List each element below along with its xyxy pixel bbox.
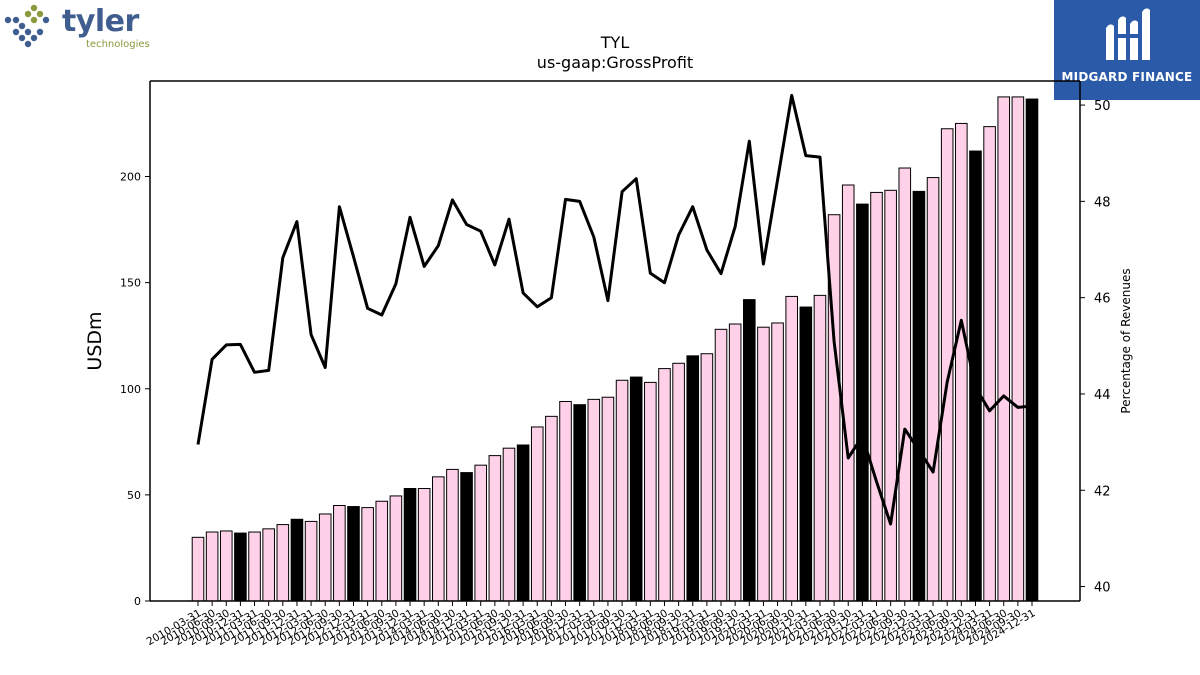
y-tick-label: 150: [120, 277, 141, 290]
bar: [969, 150, 982, 602]
y-tick-label: 50: [127, 489, 141, 502]
bar: [658, 368, 671, 602]
tyler-dots-mark: [4, 4, 50, 48]
bar: [290, 518, 304, 602]
bar: [841, 184, 855, 602]
bar: [856, 203, 869, 602]
bar: [403, 488, 417, 602]
midgard-mark-icon: [1106, 8, 1150, 60]
bar: [516, 444, 530, 602]
bar: [799, 306, 813, 602]
y2-tick-label: 40: [1094, 581, 1111, 596]
y2-tick-label: 48: [1094, 195, 1111, 210]
chart-title: TYL: [600, 33, 630, 52]
y-tick-label: 100: [120, 383, 141, 396]
bar: [700, 353, 714, 602]
bar: [432, 476, 445, 602]
bar: [234, 532, 247, 602]
y2-tick-label: 46: [1094, 292, 1111, 307]
bar: [785, 295, 798, 602]
bar: [304, 520, 318, 602]
bar: [615, 379, 629, 602]
bar: [955, 122, 968, 602]
bar: [997, 96, 1011, 602]
tyler-technologies-logo: tyler technologies: [4, 4, 150, 56]
bar: [926, 177, 940, 602]
y2-tick-label: 44: [1094, 388, 1111, 403]
bar: [898, 167, 912, 602]
bar: [276, 524, 290, 602]
bar: [1025, 98, 1039, 602]
y-tick-label: 0: [134, 595, 141, 608]
bar: [530, 426, 544, 602]
bar: [488, 455, 502, 602]
tyler-logo-sub: technologies: [86, 39, 150, 50]
bar: [870, 191, 883, 602]
y-tick-label: 200: [120, 171, 141, 184]
bar: [347, 506, 360, 602]
bar: [912, 190, 926, 602]
y2-tick-label: 42: [1094, 484, 1111, 499]
bar: [686, 355, 700, 602]
bar: [474, 464, 488, 602]
percentage-line: [196, 93, 1033, 526]
bar: [502, 447, 516, 602]
bar: [375, 500, 389, 602]
bar: [205, 531, 219, 602]
bar: [559, 400, 572, 602]
bar: [248, 531, 261, 602]
bar: [644, 381, 657, 602]
bar: [573, 404, 586, 602]
bar: [389, 495, 403, 602]
bar: [714, 328, 728, 602]
bar: [262, 528, 275, 602]
chart-subtitle: us-gaap:GrossProfit: [537, 53, 693, 72]
bar: [333, 504, 346, 602]
midgard-finance-logo: MIDGARD FINANCE: [1054, 0, 1200, 100]
bar: [983, 126, 996, 602]
bar: [361, 507, 374, 602]
y2-tick-label: 50: [1094, 99, 1111, 114]
bar: [1011, 96, 1025, 602]
bar: [601, 396, 615, 602]
bar: [728, 323, 742, 602]
bar: [460, 472, 473, 602]
bar: [417, 488, 431, 602]
tyler-logo-word: tyler: [62, 4, 139, 39]
bar: [757, 326, 770, 602]
y2-axis-label: Percentage of Revenues: [1119, 268, 1133, 413]
midgard-finance-text: MIDGARD FINANCE: [1061, 70, 1193, 84]
bar: [771, 322, 784, 602]
bar: [813, 294, 827, 602]
bar: [884, 189, 897, 602]
y-axis-label: USDm: [84, 311, 106, 370]
bar: [446, 468, 459, 602]
bar: [191, 536, 205, 602]
bar: [742, 299, 756, 602]
bar: [629, 376, 643, 602]
bar: [672, 362, 685, 602]
bar: [587, 398, 601, 602]
bar: [318, 513, 332, 602]
bar: [219, 530, 233, 602]
bar: [545, 415, 558, 602]
